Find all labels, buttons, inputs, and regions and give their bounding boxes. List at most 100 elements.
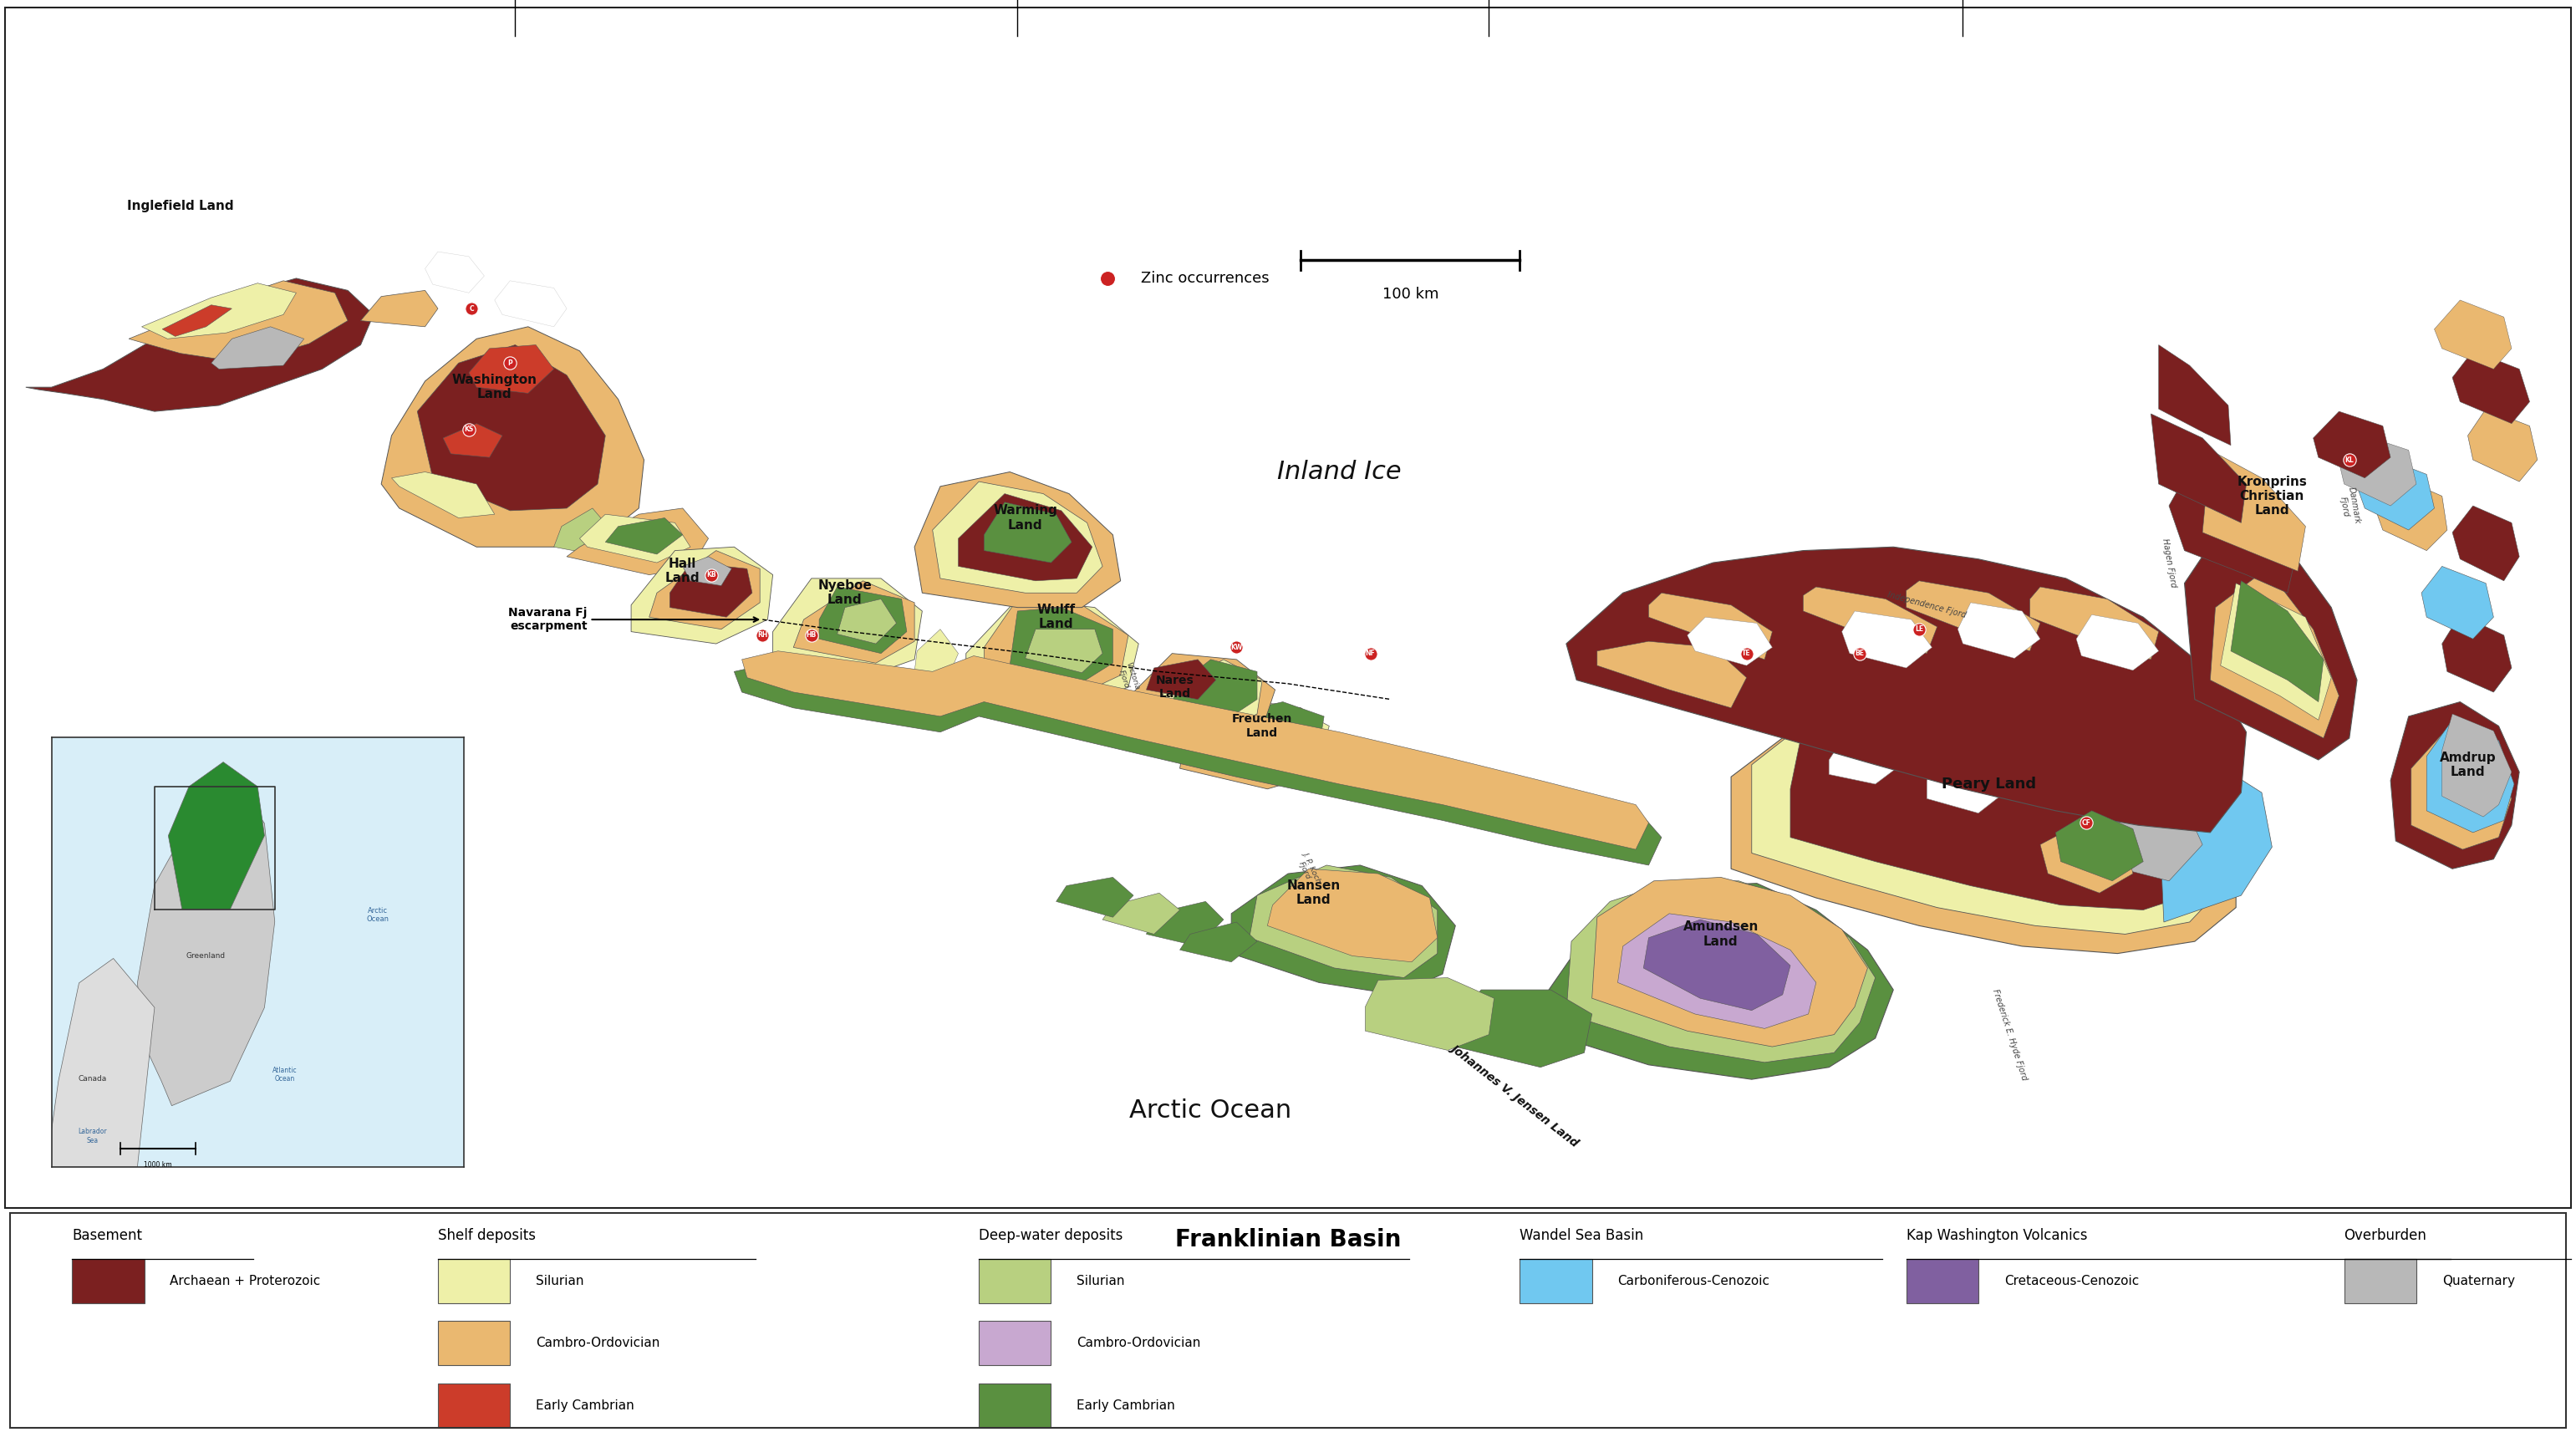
Polygon shape (2221, 583, 2331, 720)
Polygon shape (1180, 705, 1334, 789)
Polygon shape (1154, 660, 1262, 730)
Polygon shape (2056, 811, 2143, 881)
Polygon shape (162, 305, 232, 337)
Text: Johannes V. Jensen Land: Johannes V. Jensen Land (1448, 1041, 1582, 1148)
Text: Kap Washington Volcanics: Kap Washington Volcanics (1906, 1227, 2087, 1243)
Polygon shape (1216, 702, 1324, 765)
Text: Warming
Land: Warming Land (994, 504, 1056, 531)
Text: KB: KB (706, 571, 716, 579)
Polygon shape (381, 326, 644, 547)
Text: Carboniferous-Cenozoic: Carboniferous-Cenozoic (1618, 1274, 1770, 1287)
Text: Amdrup
Land: Amdrup Land (2439, 752, 2496, 778)
Text: KS: KS (464, 425, 474, 434)
Polygon shape (2030, 587, 2159, 660)
Polygon shape (2375, 478, 2447, 550)
Polygon shape (2442, 715, 2512, 816)
Text: Shelf deposits: Shelf deposits (438, 1227, 536, 1243)
Polygon shape (443, 424, 502, 457)
Text: TE: TE (1741, 650, 1752, 657)
Polygon shape (1180, 922, 1257, 962)
Polygon shape (914, 473, 1121, 607)
Text: CF: CF (2081, 819, 2092, 826)
Polygon shape (26, 278, 374, 411)
Polygon shape (1566, 881, 1875, 1063)
Text: Labrador
Sea: Labrador Sea (77, 1128, 108, 1144)
Bar (979, 1259, 1051, 1303)
Text: Hall
Land: Hall Land (665, 557, 701, 584)
Text: Wandel Sea Basin: Wandel Sea Basin (1520, 1227, 1643, 1243)
Polygon shape (1618, 914, 1816, 1028)
Polygon shape (142, 284, 296, 339)
Polygon shape (1597, 642, 1747, 707)
Text: Navarana Fj
escarpment: Navarana Fj escarpment (507, 607, 757, 632)
Polygon shape (1592, 878, 1868, 1047)
Text: J. P. Koch
Fjord: J. P. Koch Fjord (1293, 851, 1324, 888)
Text: Nares
Land: Nares Land (1157, 674, 1193, 700)
Text: HB: HB (806, 632, 817, 639)
Text: Zinc occurrences: Zinc occurrences (1141, 271, 1270, 286)
Text: Arctic Ocean: Arctic Ocean (1128, 1098, 1293, 1123)
Polygon shape (742, 652, 1649, 849)
Text: P: P (507, 359, 513, 367)
Text: Independence Fjord: Independence Fjord (1886, 590, 1968, 620)
Text: KW: KW (1231, 643, 1242, 652)
Polygon shape (2434, 301, 2512, 369)
Text: Deep-water deposits: Deep-water deposits (979, 1227, 1123, 1243)
Text: Amundsen
Land: Amundsen Land (1682, 921, 1759, 948)
Text: Victoria
Fjord: Victoria Fjord (1115, 662, 1141, 693)
Text: 100 km: 100 km (1383, 286, 1437, 302)
Polygon shape (2313, 411, 2391, 478)
Text: Early Cambrian: Early Cambrian (536, 1399, 634, 1412)
Text: Quaternary: Quaternary (2442, 1274, 2514, 1287)
Text: Canada: Canada (77, 1075, 108, 1083)
Text: Nansen
Land: Nansen Land (1288, 879, 1340, 906)
Polygon shape (2442, 614, 2512, 692)
Polygon shape (1927, 760, 2009, 813)
Text: Cambro-Ordovician: Cambro-Ordovician (1077, 1337, 1200, 1349)
Polygon shape (2151, 414, 2246, 523)
Text: Silurian: Silurian (536, 1274, 585, 1287)
Bar (72, 1259, 144, 1303)
Bar (438, 1259, 510, 1303)
Polygon shape (52, 958, 155, 1167)
Polygon shape (2421, 566, 2494, 639)
Polygon shape (1172, 660, 1257, 716)
Text: BE: BE (1855, 650, 1865, 657)
Polygon shape (1010, 607, 1113, 683)
Text: Basement: Basement (72, 1227, 142, 1243)
Text: NF: NF (1365, 650, 1376, 657)
Polygon shape (2468, 410, 2537, 481)
Polygon shape (914, 629, 958, 677)
Polygon shape (1731, 702, 2236, 954)
Text: Inglefield Land: Inglefield Land (126, 199, 234, 212)
Polygon shape (469, 345, 554, 394)
Polygon shape (649, 550, 760, 629)
Text: Danmark
Fjord: Danmark Fjord (2336, 485, 2362, 526)
Polygon shape (2184, 518, 2357, 760)
Bar (2344, 1259, 2416, 1303)
Polygon shape (425, 252, 484, 292)
Polygon shape (2391, 702, 2519, 869)
Polygon shape (1133, 653, 1275, 745)
Polygon shape (580, 514, 690, 563)
Text: Inland Ice: Inland Ice (1278, 460, 1401, 484)
Polygon shape (819, 587, 907, 653)
Polygon shape (2231, 581, 2324, 702)
Polygon shape (137, 786, 276, 1106)
Polygon shape (631, 547, 773, 644)
Polygon shape (1249, 865, 1437, 978)
Polygon shape (392, 473, 495, 518)
Text: Early Cambrian: Early Cambrian (1077, 1399, 1175, 1412)
Polygon shape (1146, 660, 1216, 699)
Polygon shape (2452, 351, 2530, 424)
Polygon shape (1365, 978, 1494, 1050)
Polygon shape (2076, 614, 2159, 670)
Text: Hagen Fjord: Hagen Fjord (2161, 537, 2177, 589)
Polygon shape (1103, 894, 1180, 934)
Polygon shape (1906, 581, 2040, 652)
Bar (1520, 1259, 1592, 1303)
Polygon shape (1198, 702, 1329, 776)
Polygon shape (2202, 450, 2306, 571)
Polygon shape (605, 518, 683, 554)
Polygon shape (1566, 547, 2246, 832)
